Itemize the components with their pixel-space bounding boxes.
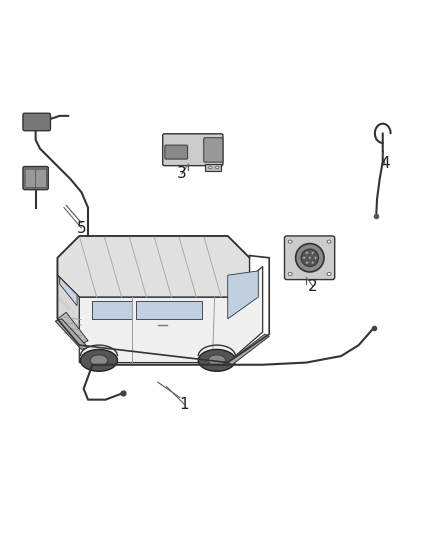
Polygon shape	[60, 277, 77, 306]
Text: 2: 2	[308, 279, 318, 294]
Text: 3: 3	[177, 166, 187, 181]
Text: 1: 1	[179, 397, 189, 411]
Polygon shape	[92, 302, 132, 319]
Polygon shape	[79, 266, 263, 362]
Ellipse shape	[311, 261, 314, 264]
Polygon shape	[55, 319, 88, 350]
FancyBboxPatch shape	[25, 169, 36, 188]
Polygon shape	[57, 275, 79, 345]
Polygon shape	[136, 302, 201, 319]
Ellipse shape	[288, 272, 292, 276]
Ellipse shape	[314, 256, 317, 259]
Ellipse shape	[311, 252, 314, 254]
Ellipse shape	[327, 272, 331, 276]
Polygon shape	[228, 334, 269, 365]
Ellipse shape	[306, 252, 308, 254]
Ellipse shape	[296, 244, 324, 272]
Polygon shape	[205, 164, 221, 171]
Ellipse shape	[303, 256, 305, 259]
Polygon shape	[57, 312, 88, 345]
Polygon shape	[228, 271, 258, 319]
Ellipse shape	[208, 355, 226, 366]
Ellipse shape	[327, 240, 331, 243]
FancyBboxPatch shape	[35, 169, 46, 188]
Ellipse shape	[288, 240, 292, 243]
FancyBboxPatch shape	[285, 236, 335, 280]
Ellipse shape	[306, 261, 308, 264]
Ellipse shape	[81, 350, 117, 372]
Ellipse shape	[301, 249, 318, 266]
Text: 4: 4	[380, 156, 390, 172]
Ellipse shape	[308, 256, 311, 259]
FancyBboxPatch shape	[162, 134, 223, 166]
FancyBboxPatch shape	[165, 145, 187, 159]
FancyBboxPatch shape	[23, 166, 48, 190]
Ellipse shape	[208, 166, 212, 169]
Ellipse shape	[90, 355, 108, 366]
FancyBboxPatch shape	[23, 113, 50, 131]
Ellipse shape	[198, 350, 235, 372]
Ellipse shape	[215, 166, 219, 169]
FancyBboxPatch shape	[204, 138, 223, 162]
Polygon shape	[57, 236, 250, 302]
Text: 5: 5	[77, 221, 86, 236]
